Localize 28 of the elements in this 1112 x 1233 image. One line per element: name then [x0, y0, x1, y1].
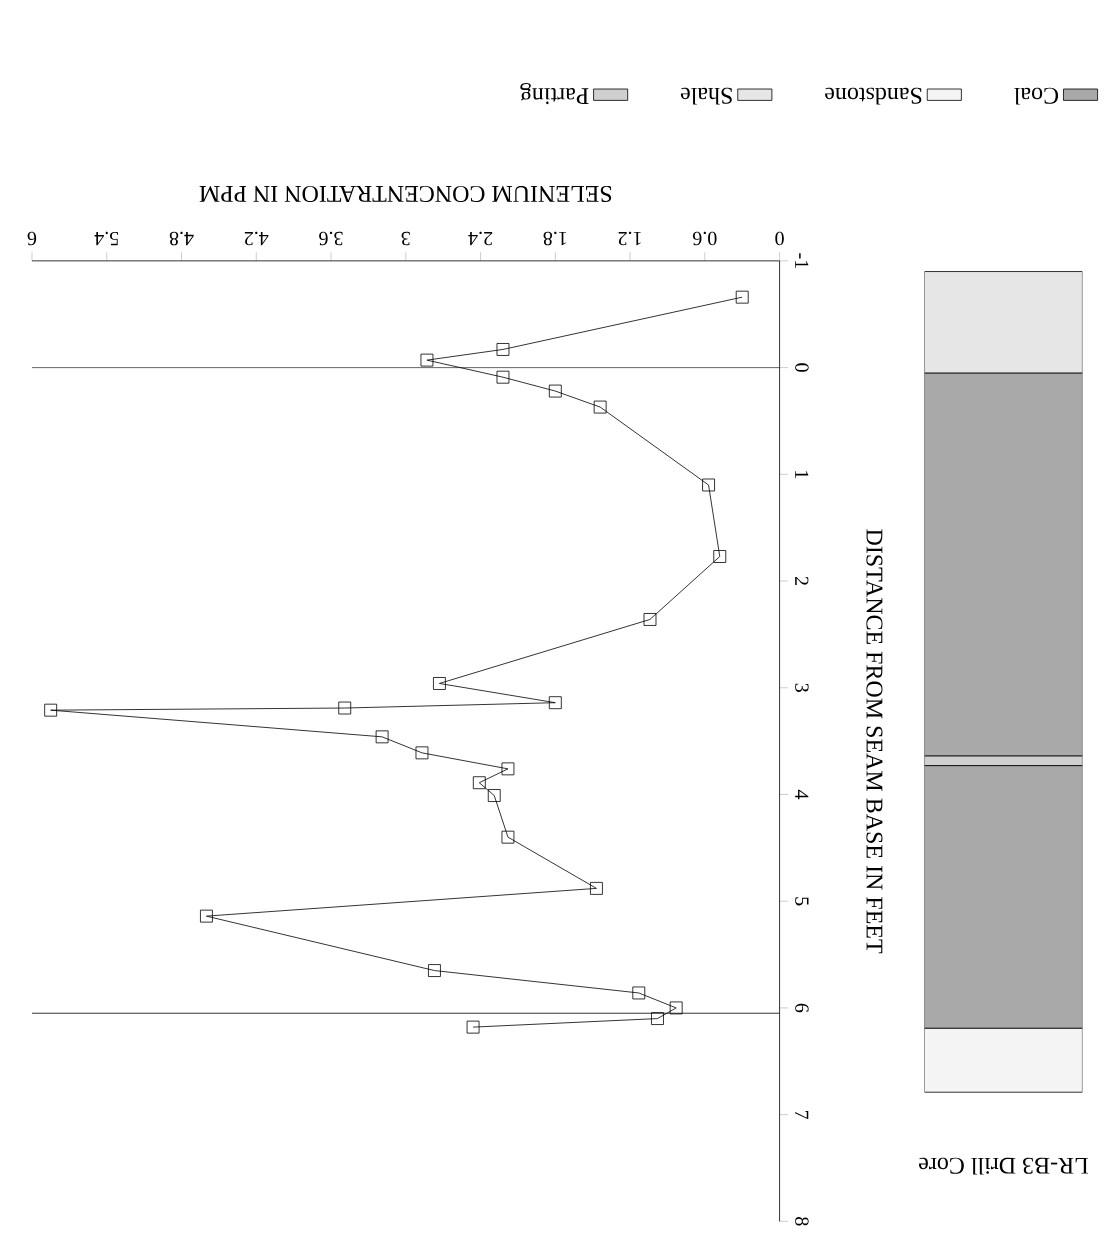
- y-tick-label: 8: [794, 1217, 809, 1226]
- x-tick-label: 1.8: [543, 231, 566, 246]
- y-tick-label: -1: [794, 253, 809, 269]
- x-tick-label: 3.6: [318, 231, 343, 246]
- x-tick-label: 6: [27, 231, 36, 246]
- x-tick-label: 1.2: [618, 231, 641, 246]
- y-tick-label: 7: [794, 1110, 809, 1120]
- y-tick-label: 6: [794, 1003, 809, 1013]
- legend-label: Parting: [520, 83, 589, 105]
- y-tick-label: 4: [794, 789, 809, 800]
- y-axis-title: DISTANCE FROM SEAM BASE IN FEET: [866, 529, 883, 954]
- x-tick-label: 0: [775, 231, 784, 246]
- x-axis-title: SELENIUM CONCENTRATION IN PPM: [199, 185, 611, 202]
- legend-label: Shale: [680, 87, 732, 105]
- text: LR-B3 Drill Core: [918, 1157, 1088, 1175]
- y-tick-label: 3: [794, 683, 809, 692]
- x-tick-label: 4.8: [169, 231, 194, 246]
- x-tick-label: 4.2: [244, 231, 269, 246]
- y-tick-label: 2: [794, 576, 809, 585]
- y-tick-label: 0: [794, 363, 809, 372]
- x-tick-label: 2.4: [468, 231, 492, 246]
- x-tick-label: 5.4: [94, 231, 118, 246]
- x-tick-label: 0.6: [692, 231, 717, 246]
- y-tick-label: 1: [794, 471, 809, 479]
- legend-label: Sandstone: [824, 87, 922, 105]
- legend-label: Coal: [1014, 87, 1058, 105]
- y-tick-label: 5: [794, 897, 809, 906]
- x-tick-label: 3: [401, 231, 410, 246]
